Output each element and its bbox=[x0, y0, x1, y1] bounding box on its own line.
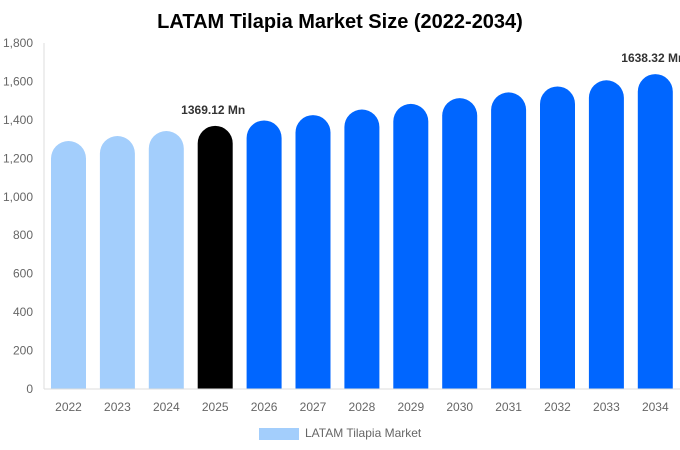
x-tick-label: 2024 bbox=[153, 400, 180, 414]
legend[interactable]: LATAM Tilapia Market bbox=[259, 426, 422, 440]
bar-2022[interactable] bbox=[51, 141, 86, 389]
bar-2032[interactable] bbox=[540, 86, 575, 389]
x-tick-label: 2033 bbox=[593, 400, 620, 414]
data-label-2034: 1638.32 Mn bbox=[621, 51, 680, 65]
bar-2027[interactable] bbox=[295, 115, 331, 390]
y-tick-label: 800 bbox=[13, 228, 33, 242]
y-tick-label: 0 bbox=[26, 382, 33, 396]
x-tick-label: 2034 bbox=[642, 400, 669, 414]
x-tick-label: 2028 bbox=[349, 400, 376, 414]
data-labels: 1369.12 Mn 1638.32 Mn bbox=[181, 51, 680, 117]
x-tick-label: 2026 bbox=[251, 400, 278, 414]
x-tick-label: 2032 bbox=[544, 400, 571, 414]
bar-2025[interactable] bbox=[197, 125, 233, 389]
bar-2023[interactable] bbox=[99, 136, 135, 389]
y-axis: 0 200 400 600 800 1,000 1,200 1,400 1,600 1,800 bbox=[3, 36, 45, 396]
x-tick-label: 2027 bbox=[300, 400, 327, 414]
y-tick-label: 1,400 bbox=[3, 113, 33, 127]
data-label-2025: 1369.12 Mn bbox=[181, 103, 245, 117]
y-tick-label: 1,000 bbox=[3, 190, 33, 204]
x-tick-label: 2023 bbox=[104, 400, 131, 414]
x-tick-label: 2022 bbox=[55, 400, 82, 414]
x-tick-label: 2029 bbox=[397, 400, 424, 414]
x-axis: 2022 2023 2024 2025 2026 2027 2028 2029 2030 2031… bbox=[44, 388, 680, 414]
legend-swatch bbox=[259, 428, 299, 440]
bar-2026[interactable] bbox=[246, 120, 282, 389]
y-tick-label: 1,800 bbox=[3, 36, 33, 50]
y-tick-label: 400 bbox=[13, 305, 33, 319]
bars bbox=[51, 74, 673, 390]
bar-2033[interactable] bbox=[588, 80, 624, 390]
x-tick-label: 2031 bbox=[495, 400, 522, 414]
y-tick-label: 200 bbox=[13, 344, 33, 358]
chart-title: LATAM Tilapia Market Size (2022-2034) bbox=[157, 11, 523, 33]
bar-2029[interactable] bbox=[393, 103, 429, 389]
bar-2034[interactable] bbox=[637, 74, 673, 389]
y-tick-label: 600 bbox=[13, 267, 33, 281]
bar-2024[interactable] bbox=[148, 131, 184, 389]
bar-2031[interactable] bbox=[491, 92, 527, 390]
legend-label: LATAM Tilapia Market bbox=[305, 426, 422, 440]
y-tick-label: 1,600 bbox=[3, 74, 33, 88]
x-tick-label: 2025 bbox=[202, 400, 229, 414]
y-tick-label: 1,200 bbox=[3, 151, 33, 165]
x-tick-label: 2030 bbox=[446, 400, 473, 414]
bar-2030[interactable] bbox=[442, 98, 478, 389]
bar-2028[interactable] bbox=[344, 109, 380, 390]
